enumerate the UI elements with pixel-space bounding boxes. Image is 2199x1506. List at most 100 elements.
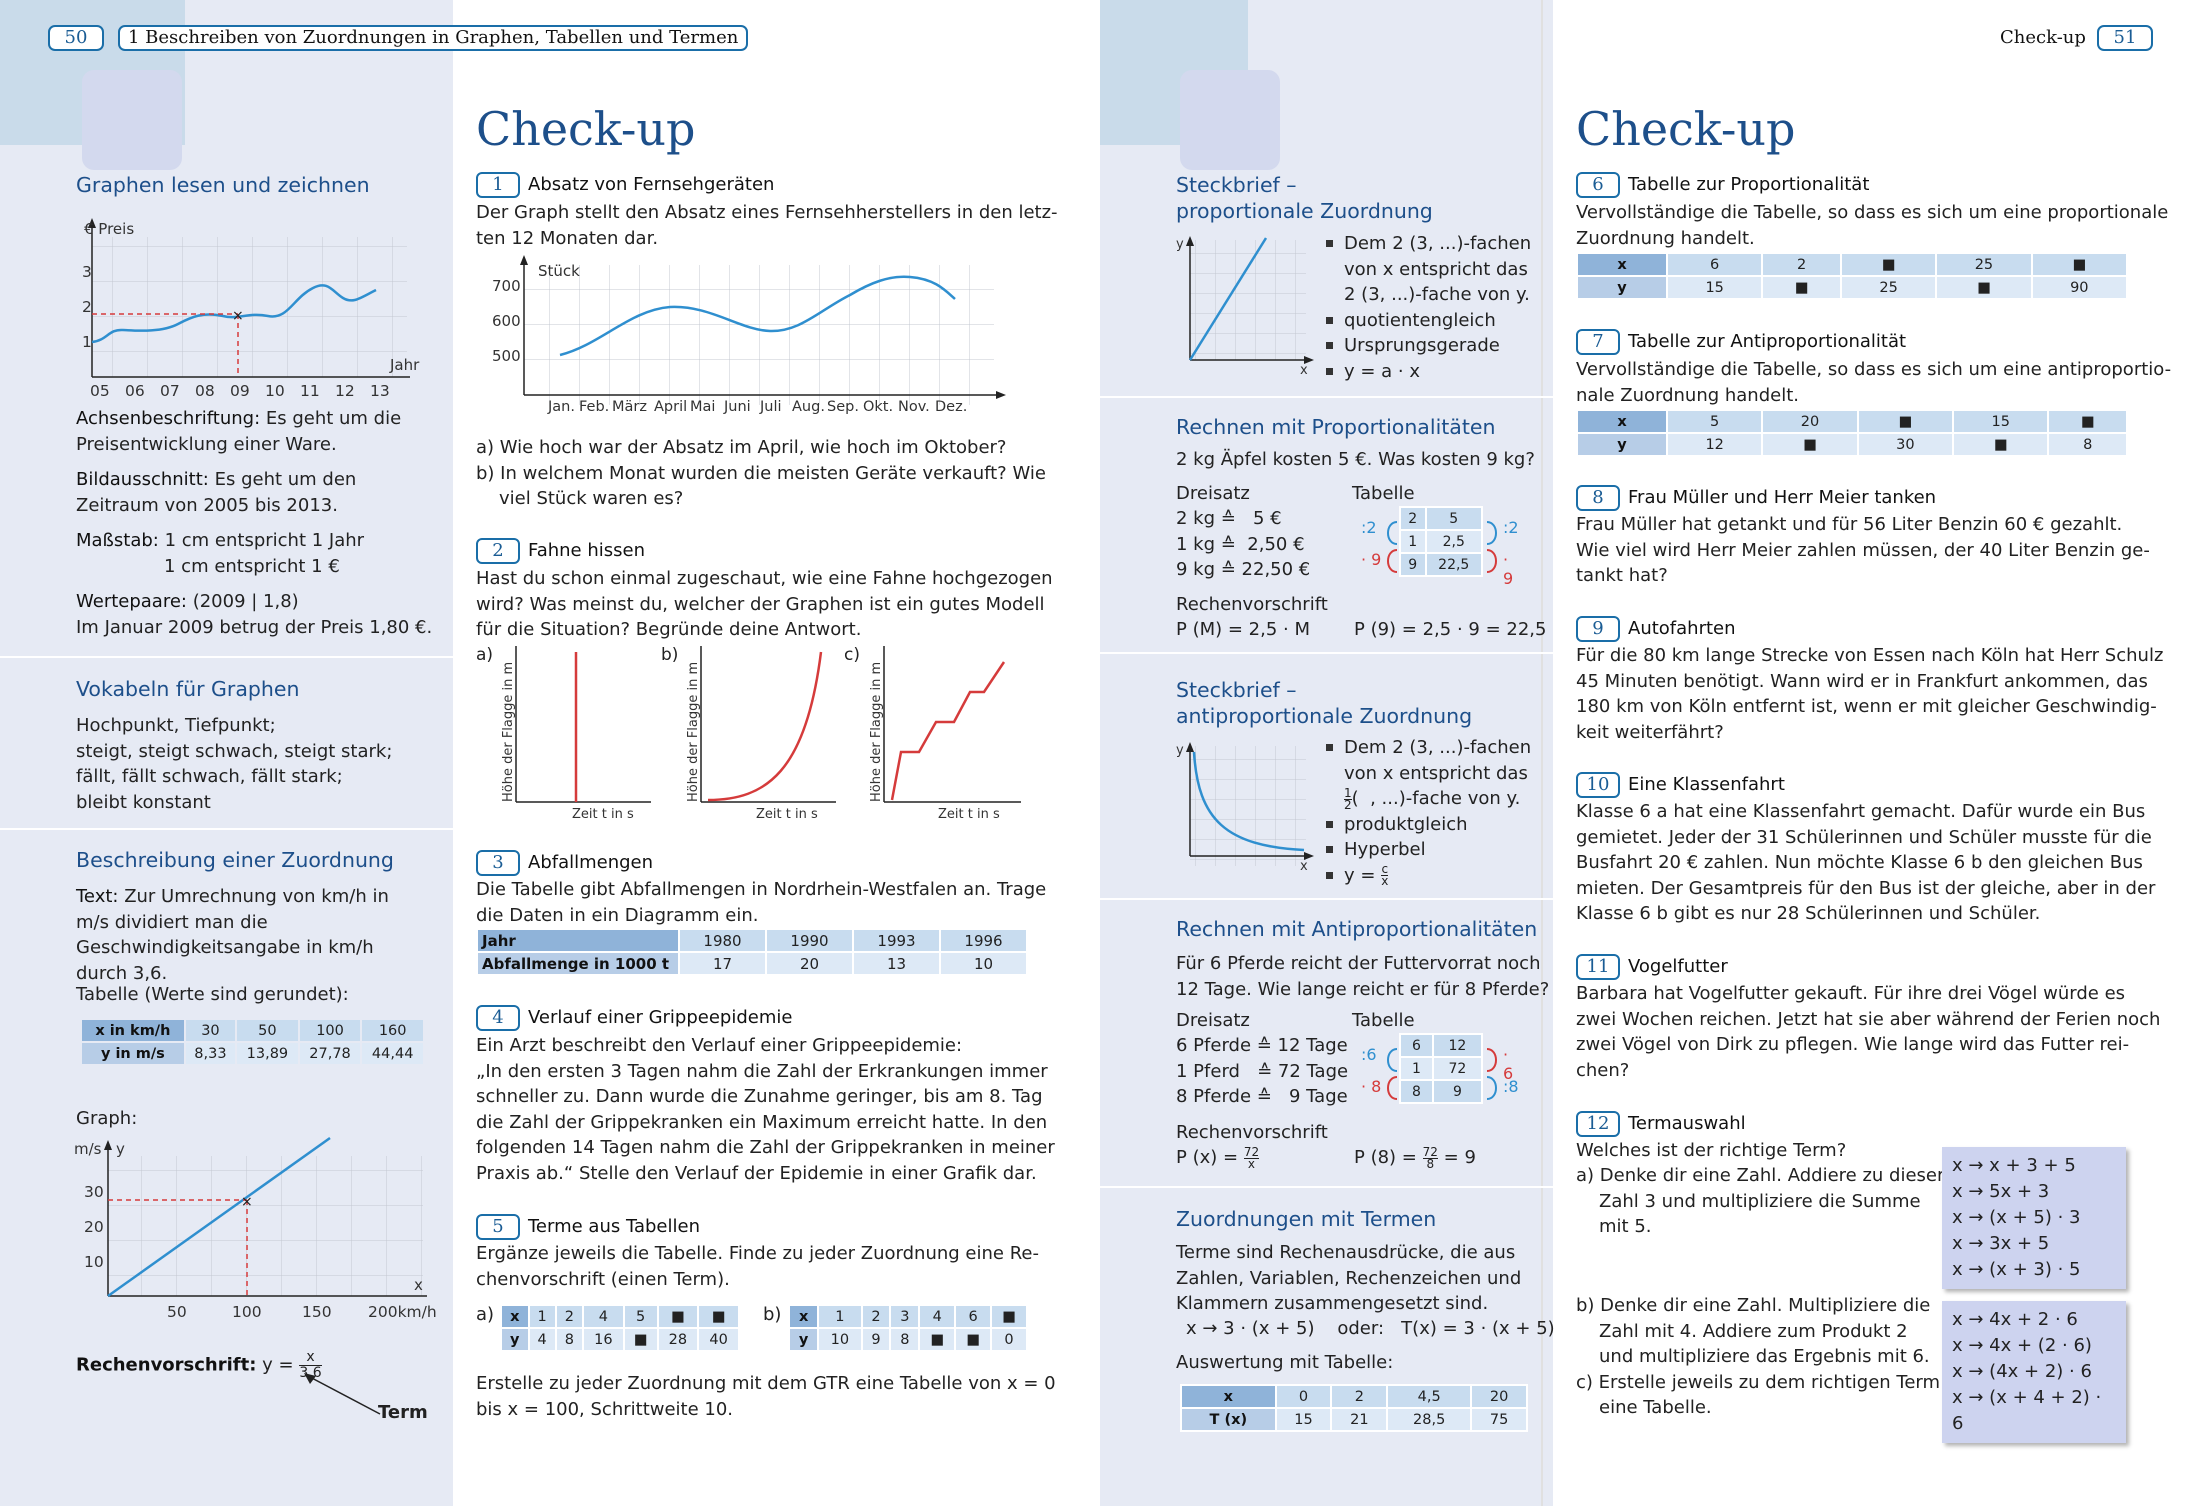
svg-text:×: × <box>241 1194 253 1210</box>
task-text: a) Denke dir eine Zahl. Addiere zu diese… <box>1576 1165 1945 1237</box>
formula: x → 3 · (x + 5) oder: T(x) = 3 · (x + 5) <box>1186 1318 1555 1339</box>
task-text: Der Graph stellt den Absatz eines Fernse… <box>476 202 1058 249</box>
task-10-heading: 10 Eine Klassenfahrt <box>1576 772 1785 798</box>
label: b) <box>763 1304 782 1325</box>
separator <box>1100 652 1553 654</box>
axis-label: Jahr <box>389 356 420 374</box>
tick-label: Feb. <box>579 399 609 415</box>
tick-label: Dez. <box>935 399 967 415</box>
antiproportional-graph: y x <box>1176 742 1314 874</box>
task-text: Barbara hat Vogelfutter gekauft. Für ihr… <box>1576 983 2161 1081</box>
task-text: Klasse 6 a hat eine Klassenfahrt gemacht… <box>1576 801 2156 924</box>
task-text: a) Wie hoch war der Absatz im April, wie… <box>476 437 1046 509</box>
graph-label: Graph: <box>76 1108 138 1129</box>
task-4-heading: 4 Verlauf einer Grippeepidemie <box>476 1005 792 1031</box>
page-title: Check-up <box>476 102 696 156</box>
price-curve <box>91 284 377 344</box>
task-text: b) Denke dir eine Zahl. Multipliziere di… <box>1576 1295 1941 1418</box>
svg-text:×: × <box>232 308 244 324</box>
sidebar-paragraph: Maßstab: 1 cm entspricht 1 Jahr 1 cm ents… <box>76 530 365 577</box>
rv-example: P (9) = 2,5 · 9 = 22,5 <box>1354 619 1547 640</box>
tick-label: 11 <box>300 382 320 400</box>
graph-c-steps <box>890 661 1006 801</box>
tick-label: März <box>612 399 647 415</box>
speed-line <box>107 1136 331 1298</box>
task-12-heading: 12 Termauswahl <box>1576 1111 1746 1137</box>
tick-label: 100 <box>232 1303 262 1321</box>
section-heading: Graphen lesen und zeichnen <box>76 173 370 197</box>
task-9-heading: 9 Autofahrten <box>1576 616 1736 642</box>
rv-example: P (8) = 72 8 = 9 <box>1354 1144 1476 1171</box>
axis-label: € Preis <box>84 220 134 238</box>
tick-label: April <box>654 399 687 415</box>
proportional-graph: y x <box>1176 236 1314 374</box>
table-label: Tabelle (Werte sind gerundet): <box>76 984 349 1005</box>
tick-label: 2 <box>82 298 92 316</box>
vocab-list: Hochpunkt, Tiefpunkt; steigt, steigt sch… <box>76 715 393 813</box>
rv-formula: P (x) = 72 x <box>1176 1144 1260 1171</box>
tick-label: 700 <box>492 277 521 295</box>
section-heading: Steckbrief – proportionale Zuordnung <box>1176 173 1433 223</box>
rv-label: Rechenvorschrift <box>1176 594 1328 615</box>
tick-label: 600 <box>492 312 521 330</box>
task-text: Welches ist der richtige Term? <box>1576 1140 1847 1161</box>
task6-table: x 6 2 ■ 25 ■ y 15 ■ 25 ■ 90 <box>1576 252 2128 300</box>
tick-label: 09 <box>230 382 250 400</box>
label: b) <box>661 645 678 665</box>
tick-label: 10 <box>84 1253 104 1271</box>
sidebar-paragraph: Achsenbeschriftung: Es geht um die Preis… <box>76 408 402 455</box>
separator <box>0 828 453 830</box>
tick-label: 13 <box>370 382 390 400</box>
section-heading: Rechnen mit Proportionalitäten <box>1176 415 1496 439</box>
tv-sales-chart: Stück 500 600 700 Jan. Feb. März April M… <box>492 255 1006 415</box>
tick-label: 3 <box>82 263 92 281</box>
right-sidebar <box>1100 0 1553 1506</box>
page-title: Check-up <box>1576 102 1796 156</box>
task-6-heading: 6 Tabelle zur Proportionalität <box>1576 172 1869 198</box>
task-text: Hast du schon einmal zugeschaut, wie ein… <box>476 568 1053 640</box>
dreisatz-label: Dreisatz <box>1176 1010 1250 1031</box>
speed-graph: m/s y x 50 100 150 200km/h 10 20 30 × <box>74 1136 437 1321</box>
aus-label: Auswertung mit Tabelle: <box>1176 1352 1394 1373</box>
task-text: Ein Arzt beschreibt den Verlauf einer Gr… <box>476 1035 1055 1184</box>
waste-table: Jahr 1980 1990 1993 1996 Abfallmenge in 1000… <box>476 928 1028 976</box>
separator <box>1100 898 1553 900</box>
tick-label: 30 <box>84 1183 104 1201</box>
tick-label: 10 <box>265 382 285 400</box>
task-text: Für die 80 km lange Strecke von Essen na… <box>1576 645 2164 743</box>
task-text: Frau Müller hat getankt und für 56 Liter… <box>1576 514 2150 586</box>
tick-label: Juli <box>759 399 782 415</box>
sidebar-paragraph: Wertepaare: (2009 | 1,8) Im Januar 2009 b… <box>76 591 433 638</box>
task-text: Erstelle zu jeder Zuordnung mit dem GTR … <box>476 1373 1056 1420</box>
axis-label: Zeit t in s <box>756 807 818 822</box>
tabelle-label: Tabelle <box>1352 483 1415 504</box>
tick-label: 05 <box>90 382 110 400</box>
sidebar-paragraph: Text: Zur Umrechnung von km/h in m/s div… <box>76 886 389 984</box>
dreisatz-lines: 2 kg ≙ 5 €1 kg ≙ 2,50 €9 kg ≙ 22,50 € <box>1176 508 1311 580</box>
dreisatz-label: Dreisatz <box>1176 483 1250 504</box>
sidebar-paragraph: Bildausschnitt: Es geht um den Zeitraum … <box>76 469 357 516</box>
tick-label: 500 <box>492 347 521 365</box>
task-7-heading: 7 Tabelle zur Antiproportionalität <box>1576 329 1906 355</box>
tick-label: 50 <box>167 1303 187 1321</box>
task-3-heading: 3 Abfallmengen <box>476 850 653 876</box>
tick-label: 150 <box>302 1303 332 1321</box>
section-heading: Steckbrief – antiproportionale Zuordnung <box>1176 678 1473 728</box>
question: 2 kg Äpfel kosten 5 €. Was kosten 9 kg? <box>1176 449 1535 470</box>
section-heading: Beschreibung einer Zuordnung <box>76 848 394 872</box>
task-text: Ergänze jeweils die Tabelle. Finde zu je… <box>476 1243 1039 1290</box>
graph-b-curve <box>707 651 823 802</box>
axis-label: m/s <box>74 1140 102 1158</box>
task5a-table: x 1 2 4 5 ■ ■ y 4 8 16 ■ 28 40 <box>500 1304 740 1352</box>
task-text: Vervollständige die Tabelle, so dass es … <box>1576 202 2169 249</box>
label: a) <box>476 645 493 665</box>
label: a) <box>476 1304 495 1325</box>
axis-label: Höhe der Flagge in m <box>869 662 884 802</box>
task-11-heading: 11 Vogelfutter <box>1576 954 1728 980</box>
tick-label: Juni <box>723 399 751 415</box>
axis-label: y <box>1176 743 1184 758</box>
task-text: Die Tabelle gibt Abfallmengen in Nordrhe… <box>476 879 1047 926</box>
